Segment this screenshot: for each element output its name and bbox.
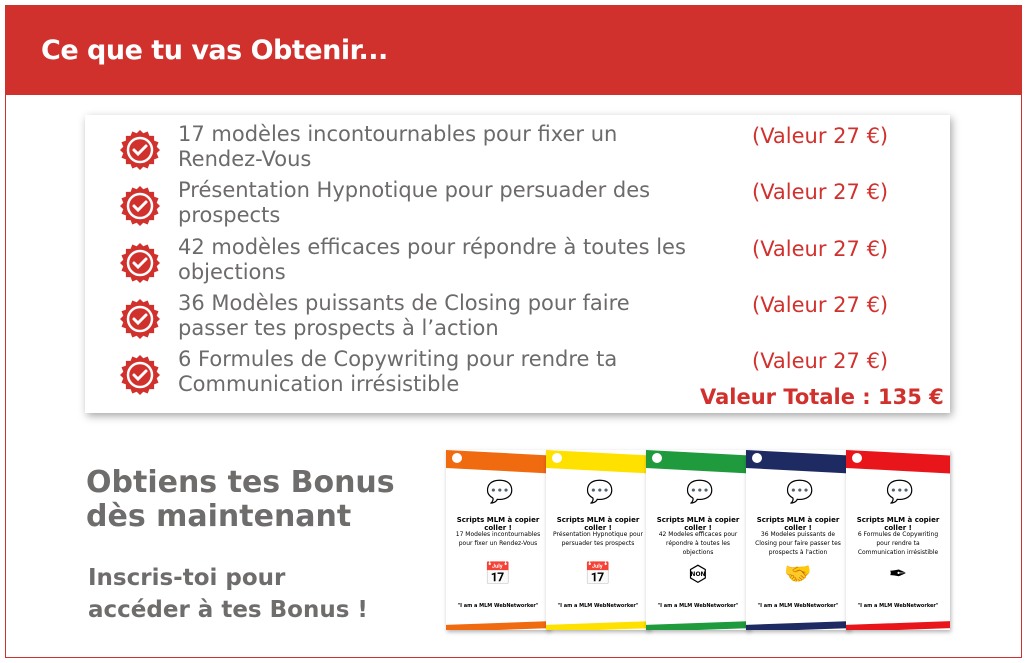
ebook-subtitle: 36 Modeles puissants de Closing pour fai… [755,531,841,556]
ebook-title: Scripts MLM à copier coller ! [856,516,940,532]
item-text: 42 modèles efficaces pour répondre à tou… [178,235,686,284]
total-value: Valeur Totale : 135 € [700,385,944,409]
list-item: 6 Formules de Copywriting pour rendre ta… [120,347,920,403]
stop-hand-icon: ⬡ NON [688,562,708,587]
fountain-pen-icon: ✒ [888,562,908,587]
logo-icon [452,453,462,463]
logo-icon [652,453,662,463]
ebook-quote: "I am a MLM WebNetworker" [457,603,539,609]
ebook-subtitle: Présentation Hypnotique pour persuader t… [553,531,643,547]
calendar-check-icon: 📅 [584,562,612,587]
ebook-cover: 💬 Scripts MLM à copier coller ! 42 Model… [646,450,750,630]
ebook-quote: "I am a MLM WebNetworker" [557,603,639,609]
item-value: (Valeur 27 €) [752,124,889,148]
ebook-cover: 💬 Scripts MLM à copier coller ! Présenta… [546,450,650,630]
calendar-check-icon: 📅 [484,562,512,587]
bonus-subtitle: Inscris-toi pour accéder à tes Bonus ! [88,565,368,623]
offer-card [85,115,950,413]
logo-icon [752,453,762,463]
ebook-subtitle: 6 Formules de Copywriting pour rendre ta… [857,531,939,556]
item-value: (Valeur 27 €) [752,349,889,373]
ebook-cover: 💬 Scripts MLM à copier coller ! 17 Model… [446,450,550,630]
logo-icon [852,453,862,463]
logo-icon [552,453,562,463]
bonus-title: Obtiens tes Bonus dès maintenant [86,465,395,534]
check-badge-icon [120,186,160,226]
chat-bubbles-icon: 💬 [486,480,514,505]
ebook-title: Scripts MLM à copier coller ! [456,516,540,532]
list-item: 36 Modèles puissants de Closing pour fai… [120,291,920,347]
ebook-quote: "I am a MLM WebNetworker" [757,603,839,609]
handshake-icon: 🤝 [784,562,812,587]
ebook-title: Scripts MLM à copier coller ! [556,516,640,532]
ebook-quote: "I am a MLM WebNetworker" [657,603,739,609]
ebook-subtitle: 17 Modeles incontournables pour fixer un… [455,531,541,547]
item-value: (Valeur 27 €) [752,237,889,261]
ebook-quote: "I am a MLM WebNetworker" [857,603,939,609]
ebook-title: Scripts MLM à copier coller ! [756,516,840,532]
ebook-subtitle: 42 Modeles efficaces pour répondre à tou… [658,531,738,556]
ebook-cover: 💬 Scripts MLM à copier coller ! 36 Model… [746,450,850,630]
list-item: 17 modèles incontournables pour fixer un… [120,122,920,178]
item-text: Présentation Hypnotique pour persuader d… [178,178,651,227]
header-bar: Ce que tu vas Obtenir... [5,5,1022,95]
chat-bubbles-icon: 💬 [686,480,714,505]
item-text: 17 modèles incontournables pour fixer un… [178,122,618,171]
check-badge-icon [120,130,160,170]
check-badge-icon [120,243,160,283]
check-badge-icon [120,299,160,339]
list-item: Présentation Hypnotique pour persuader d… [120,178,920,234]
chat-bubbles-icon: 💬 [786,480,814,505]
item-value: (Valeur 27 €) [752,293,889,317]
list-item: 42 modèles efficaces pour répondre à tou… [120,235,920,291]
page-title: Ce que tu vas Obtenir... [41,35,388,66]
ebook-cover: 💬 Scripts MLM à copier coller ! 6 Formul… [846,450,950,630]
chat-bubbles-icon: 💬 [586,480,614,505]
ebook-title: Scripts MLM à copier coller ! [656,516,740,532]
item-text: 6 Formules de Copywriting pour rendre ta… [178,347,618,396]
chat-bubbles-icon: 💬 [886,480,914,505]
item-value: (Valeur 27 €) [752,180,889,204]
item-text: 36 Modèles puissants de Closing pour fai… [178,291,630,340]
check-badge-icon [120,355,160,395]
